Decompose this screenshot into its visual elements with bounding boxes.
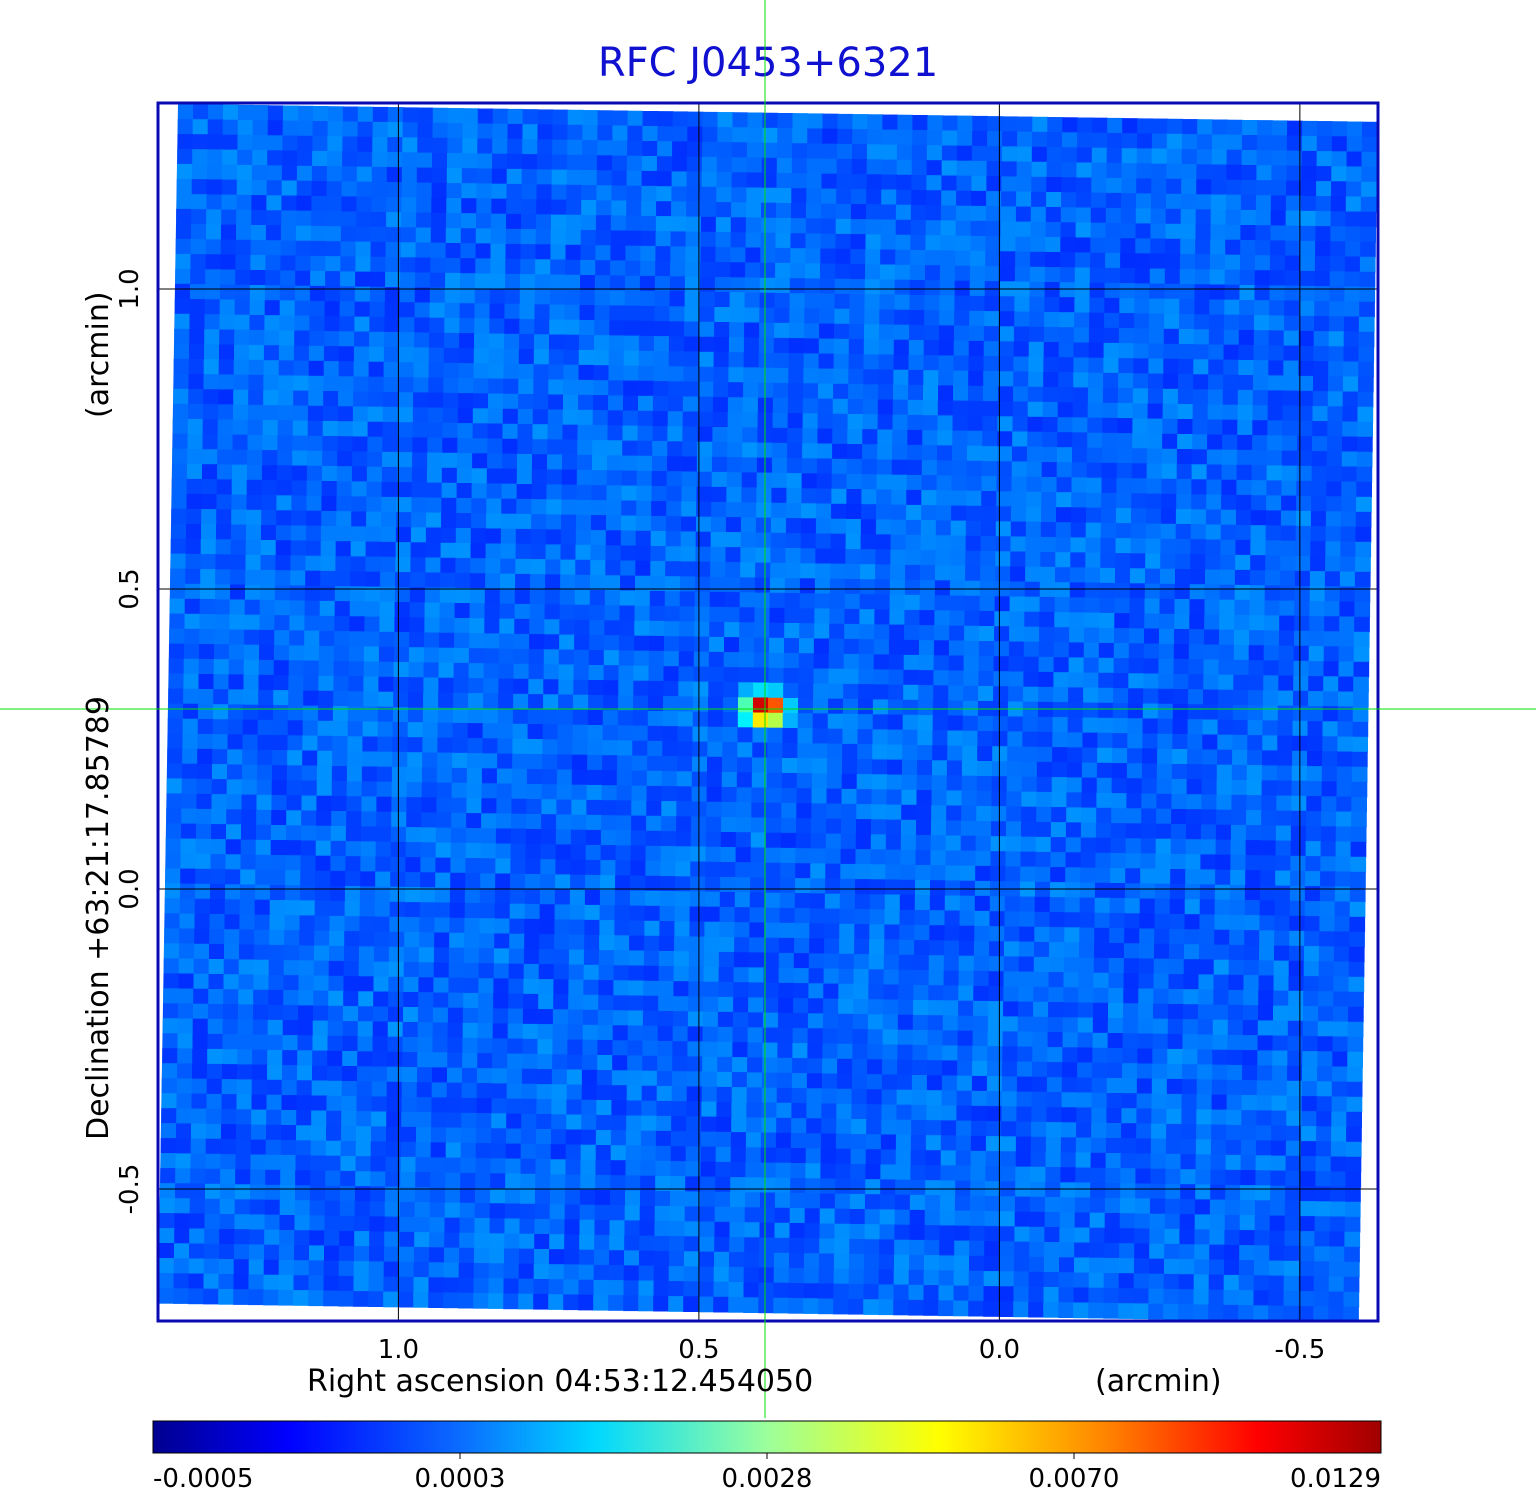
colorbar-tick-label: 0.0028 [722, 1464, 813, 1494]
colorbar-tick-label: 0.0003 [415, 1464, 506, 1494]
y-tick-labels: 1.0 0.5 0.0 -0.5 [115, 268, 145, 1214]
x-tick-label: 0.5 [678, 1335, 719, 1365]
image-layer [158, 104, 1378, 1321]
y-tick-label: 1.0 [115, 268, 145, 309]
x-tick-label: 0.0 [979, 1335, 1020, 1365]
crosshair [0, 0, 1536, 1418]
colorbar-tick-label: 0.0070 [1029, 1464, 1120, 1494]
image-pixels [158, 104, 1378, 1321]
y-tick-label: 0.5 [115, 568, 145, 609]
y-axis-label: Declination +63:21:17.85789 [81, 696, 116, 1140]
x-tick-labels: 1.0 0.5 0.0 -0.5 [378, 1335, 1326, 1365]
colorbar-tick-label: 0.0129 [1290, 1464, 1381, 1494]
x-axis-label: Right ascension 04:53:12.454050 [307, 1364, 813, 1399]
plot-frame [156, 101, 1380, 1323]
y-tick-label: -0.5 [115, 1164, 145, 1215]
y-axis-unit: (arcmin) [81, 291, 116, 418]
colorbar [152, 1420, 1382, 1454]
grid-layer [158, 103, 1378, 1321]
x-axis-unit: (arcmin) [1095, 1364, 1222, 1399]
chart-title: RFC J0453+6321 [597, 40, 939, 86]
y-tick-label: 0.0 [115, 868, 145, 909]
x-tick-label: -0.5 [1275, 1335, 1326, 1365]
x-tick-label: 1.0 [378, 1335, 419, 1365]
colorbar-tick-label: -0.0005 [153, 1464, 253, 1494]
colorbar-tick-labels: -0.0005 0.0003 0.0028 0.0070 0.0129 [153, 1453, 1381, 1494]
